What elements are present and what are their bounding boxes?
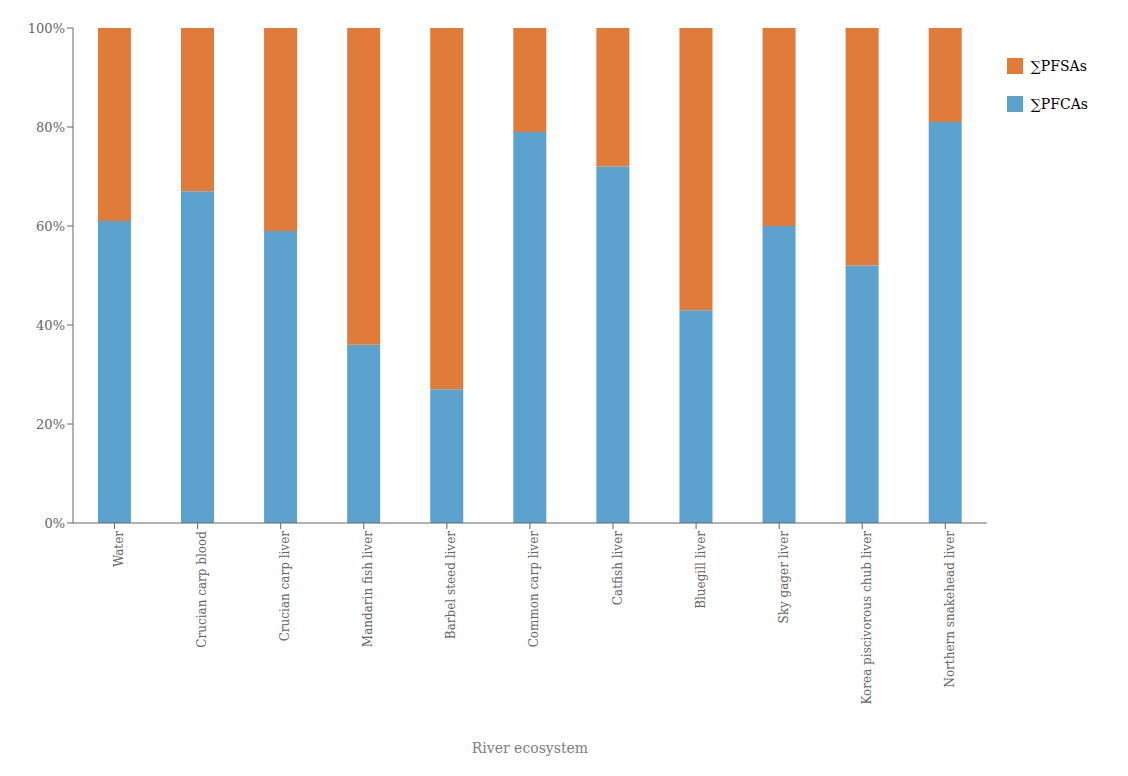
svg-text:Bluegill liver: Bluegill liver (694, 531, 708, 609)
svg-text:Sky gager liver: Sky gager liver (777, 531, 791, 624)
svg-text:100%: 100% (28, 21, 65, 36)
svg-text:Crucian carp liver: Crucian carp liver (278, 531, 292, 642)
svg-text:Catfish liver: Catfish liver (611, 531, 625, 605)
svg-text:80%: 80% (36, 120, 65, 135)
svg-text:40%: 40% (36, 318, 65, 333)
svg-text:0%: 0% (44, 516, 65, 531)
svg-text:Water: Water (112, 531, 126, 567)
svg-text:Crucian carp blood: Crucian carp blood (195, 531, 209, 648)
svg-text:Korea piscivorous chub liver: Korea piscivorous chub liver (860, 531, 874, 705)
svg-text:20%: 20% (36, 417, 65, 432)
svg-text:60%: 60% (36, 219, 65, 234)
svg-text:Mandarin fish liver: Mandarin fish liver (361, 531, 375, 647)
svg-text:Barbel steed liver: Barbel steed liver (444, 531, 458, 639)
html-text:∑PFSAs: ∑PFSAs (1030, 58, 1087, 74)
svg-text:River ecosystem: River ecosystem (472, 740, 588, 756)
svg-text:Common carp liver: Common carp liver (527, 531, 541, 648)
svg-text:Northern snakehead liver: Northern snakehead liver (943, 531, 957, 688)
html-text:∑PFCAs: ∑PFCAs (1030, 96, 1088, 112)
